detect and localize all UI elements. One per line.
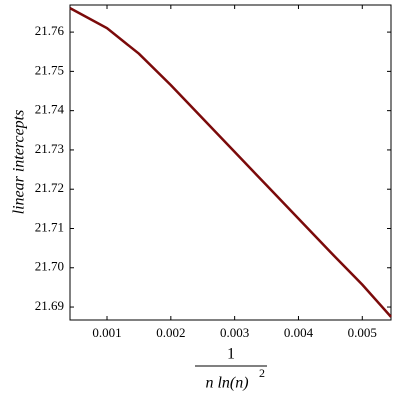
x-label-exponent: 2 — [259, 366, 265, 380]
data-line — [69, 7, 392, 318]
x-tick-label: 0.002 — [156, 325, 185, 340]
y-tick-label: 21.70 — [35, 259, 64, 274]
y-axis-label: linear intercepts — [11, 110, 28, 215]
y-tick-label: 21.76 — [35, 23, 65, 38]
y-tick-label: 21.73 — [35, 141, 64, 156]
x-tick-label: 0.005 — [348, 325, 377, 340]
x-tick-label: 0.001 — [92, 325, 121, 340]
plot-frame — [69, 4, 392, 321]
y-tick-label: 21.72 — [35, 180, 64, 195]
x-label-numerator: 1 — [227, 346, 235, 363]
x-tick-label: 0.004 — [284, 325, 314, 340]
y-tick-label: 21.69 — [35, 298, 64, 313]
y-tick-label: 21.74 — [35, 102, 65, 117]
y-tick-label: 21.71 — [35, 219, 64, 234]
y-tick-label: 21.75 — [35, 62, 64, 77]
x-tick-label: 0.003 — [220, 325, 249, 340]
x-label-denominator: n ln(n) — [205, 375, 248, 392]
